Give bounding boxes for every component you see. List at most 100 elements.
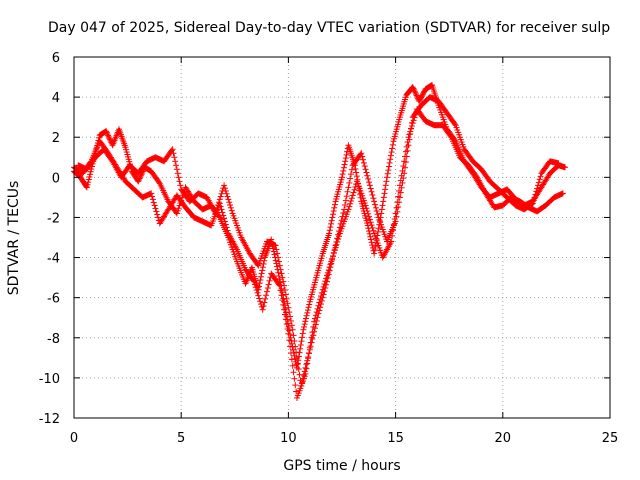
data-point-fill — [154, 211, 161, 218]
data-point-fill — [342, 158, 349, 165]
data-point — [366, 182, 373, 189]
y-tick-label: -10 — [39, 372, 60, 387]
data-point-fill — [290, 332, 297, 339]
data-point-fill — [531, 194, 538, 201]
data-point-fill — [318, 297, 325, 304]
data-point-fill — [226, 199, 233, 206]
data-point-fill — [306, 301, 313, 308]
data-point-fill — [275, 258, 282, 265]
data-point-fill — [347, 200, 354, 207]
data-point-fill — [221, 218, 228, 225]
data-point-fill — [402, 164, 409, 171]
data-point — [529, 200, 536, 207]
data-point — [272, 242, 279, 249]
data-point-fill — [411, 86, 418, 93]
data-point-fill — [276, 262, 283, 269]
data-point-fill — [337, 220, 344, 227]
data-point-fill — [284, 325, 291, 332]
data-point-fill — [402, 159, 409, 166]
data-point-fill — [375, 225, 382, 232]
data-point-fill — [370, 227, 377, 234]
data-point-fill — [326, 267, 333, 274]
data-point-fill — [534, 182, 541, 189]
data-point-fill — [137, 174, 144, 181]
series-trace-2 — [71, 106, 566, 401]
data-point — [83, 184, 90, 191]
data-point-fill — [384, 170, 391, 177]
data-point-fill — [105, 132, 112, 139]
data-point-fill — [366, 179, 373, 186]
data-point-fill — [328, 220, 335, 227]
y-tick-label: -8 — [47, 332, 60, 347]
data-point-fill — [284, 320, 291, 327]
data-point-fill — [348, 197, 355, 204]
data-point-fill — [398, 184, 405, 191]
data-point-fill — [410, 85, 417, 92]
data-point-fill — [278, 292, 285, 299]
data-point-fill — [257, 277, 264, 284]
data-point-fill — [372, 201, 379, 208]
data-point-fill — [263, 288, 270, 295]
data-point-fill — [320, 291, 327, 298]
data-point-fill — [348, 166, 355, 173]
data-point-fill — [225, 196, 232, 203]
data-point-fill — [335, 228, 342, 235]
data-point-fill — [380, 198, 387, 205]
data-point-fill — [253, 287, 260, 294]
data-point-fill — [346, 179, 353, 186]
data-point-fill — [330, 208, 337, 215]
data-point-fill — [331, 246, 338, 253]
data-point-fill — [408, 125, 415, 132]
data-point-fill — [310, 332, 317, 339]
data-point-fill — [330, 249, 337, 256]
data-point-fill — [395, 204, 402, 211]
data-point-fill — [360, 156, 367, 163]
data-point — [173, 210, 180, 217]
data-point-fill — [451, 120, 458, 127]
data-point-fill — [222, 187, 229, 194]
data-point-fill — [305, 304, 312, 311]
data-point-fill — [170, 150, 177, 157]
data-point-fill — [371, 198, 378, 205]
data-point-fill — [364, 208, 371, 215]
data-marks — [71, 82, 568, 401]
data-point-fill — [105, 133, 112, 140]
data-point-fill — [327, 264, 334, 271]
data-point-fill — [260, 260, 267, 267]
data-point-fill — [96, 134, 103, 141]
data-point-fill — [286, 309, 293, 316]
data-point-fill — [385, 163, 392, 170]
data-point-fill — [326, 227, 333, 234]
data-point-fill — [347, 175, 354, 182]
data-point-fill — [262, 295, 269, 302]
data-point-fill — [363, 169, 370, 176]
data-point-fill — [260, 303, 267, 310]
data-point-fill — [301, 321, 308, 328]
data-point-fill — [258, 270, 265, 277]
data-point-fill — [406, 136, 413, 143]
data-point-fill — [311, 325, 318, 332]
data-point-fill — [341, 161, 348, 168]
data-point-fill — [536, 176, 543, 183]
data-point-fill — [414, 93, 421, 100]
data-point — [300, 326, 307, 333]
data-point-fill — [386, 159, 393, 166]
data-point-fill — [293, 349, 300, 356]
data-point-fill — [530, 197, 537, 204]
data-point-fill — [264, 285, 271, 292]
data-point-fill — [254, 289, 261, 296]
y-tick-label: -2 — [47, 211, 60, 226]
data-point-fill — [282, 316, 289, 323]
data-point-fill — [399, 179, 406, 186]
data-point — [148, 190, 155, 197]
data-point-fill — [297, 345, 304, 352]
data-point-fill — [369, 224, 376, 231]
y-tick-label: 6 — [52, 51, 60, 66]
data-point — [362, 202, 369, 209]
data-point-fill — [150, 199, 157, 206]
data-point-fill — [283, 321, 290, 328]
data-point-fill — [227, 204, 234, 211]
data-point-fill — [287, 313, 294, 320]
data-point-fill — [370, 195, 377, 202]
data-point — [306, 346, 313, 353]
